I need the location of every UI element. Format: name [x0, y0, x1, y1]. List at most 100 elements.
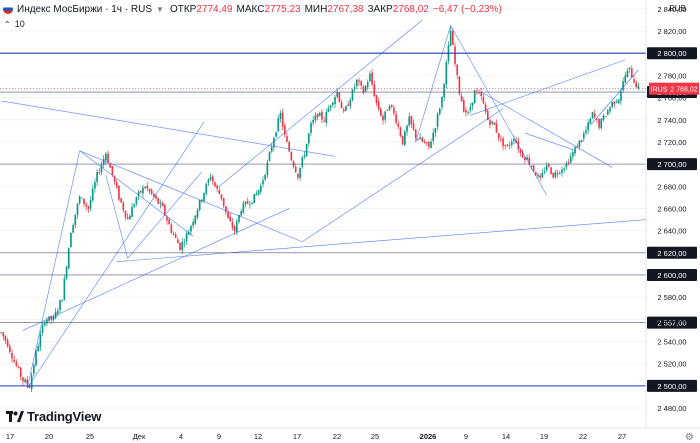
trend-line[interactable] [22, 208, 290, 331]
level-tag [647, 268, 697, 281]
candle-body [235, 221, 238, 233]
trend-line[interactable] [79, 150, 303, 242]
trend-line[interactable] [470, 59, 626, 116]
tradingview-logo[interactable]: TradingView [6, 409, 101, 424]
symbol-title[interactable]: Индекс МосБиржи · 1ч · RUS [17, 3, 153, 15]
currency-unit[interactable]: RUB [669, 4, 686, 13]
trend-line[interactable] [79, 150, 194, 237]
candle-body [467, 111, 469, 113]
candle-body [307, 133, 310, 144]
candle-body [135, 197, 138, 204]
chevron-down-icon[interactable]: ▼ [156, 4, 164, 14]
trend-line[interactable] [219, 19, 423, 187]
gear-icon[interactable]: ⚙ [685, 432, 694, 443]
candle-body [606, 110, 609, 115]
trend-line[interactable] [481, 91, 613, 168]
candle-body [168, 219, 170, 225]
candle-body [565, 163, 568, 168]
candle-body [456, 64, 459, 76]
candle-body [572, 152, 574, 157]
trend-line[interactable] [1, 100, 336, 157]
y-tick-label: 2 560,00 [657, 315, 686, 324]
candle-body [528, 157, 531, 165]
candle-body [491, 121, 493, 124]
candle-body [172, 233, 175, 235]
trend-line[interactable] [450, 25, 547, 196]
plot-area[interactable] [0, 0, 646, 428]
trend-line[interactable] [590, 69, 639, 126]
candle-body [454, 46, 456, 64]
x-tick-label: 12 [254, 432, 262, 441]
candle-body [358, 80, 360, 82]
candle-body [578, 140, 581, 147]
candle-body [626, 70, 629, 77]
candle-body [423, 141, 426, 143]
chevron-up-icon[interactable]: ⌃ [4, 19, 11, 29]
candle-body [480, 92, 483, 96]
candle-body [401, 135, 404, 145]
candle-body [563, 168, 565, 170]
trend-line[interactable] [27, 121, 205, 389]
candle-body [419, 137, 421, 140]
candle-body [81, 197, 83, 199]
candle-body [288, 141, 291, 152]
candle-body [266, 162, 269, 175]
trend-line[interactable] [105, 175, 128, 259]
trend-lines [1, 19, 648, 389]
candle-body [166, 216, 168, 221]
level-tag [647, 246, 697, 259]
indicators-toggle[interactable]: ⌃ 10 [4, 19, 25, 29]
candle-body [521, 152, 524, 158]
y-tick-label: 2 540,00 [657, 338, 686, 347]
price-axis[interactable]: 2 840,00 2 820,00 2 780,00 2 760,00 2 740,00… [657, 5, 686, 413]
indicator-count: 10 [14, 19, 25, 29]
candle-body [43, 322, 46, 326]
trend-line[interactable] [127, 171, 203, 259]
high-label: МАКС [236, 3, 265, 15]
candle-body [526, 157, 528, 160]
candle-body [371, 72, 373, 85]
candle-body [257, 190, 260, 195]
x-tick-label: 25 [86, 432, 94, 441]
time-axis[interactable]: 17 20 25 Дек 4 9 12 17 22 25 2026 9 14 19 22 27 [6, 432, 626, 441]
trend-line[interactable] [415, 25, 451, 143]
candle-body [312, 119, 315, 123]
candle-body [183, 242, 186, 244]
candle-body [205, 184, 208, 194]
y-tick-label: 2 660,00 [657, 204, 686, 213]
brand-name: TradingView [27, 409, 102, 424]
last-price-box [669, 82, 699, 95]
candle-body [524, 157, 526, 160]
trend-line[interactable] [302, 108, 504, 242]
x-tick-label: 9 [217, 432, 221, 441]
candle-body [574, 147, 576, 154]
candle-body [87, 206, 90, 209]
candle-body [153, 193, 155, 197]
candle-body [124, 210, 127, 218]
trend-line[interactable] [524, 132, 573, 150]
candle-body [6, 340, 9, 347]
candle-body [432, 132, 435, 141]
candle-body [94, 182, 96, 189]
trend-line[interactable] [116, 219, 648, 262]
trend-line[interactable] [26, 150, 80, 389]
candle-body [39, 334, 42, 347]
candle-body [262, 180, 264, 185]
candle-body [633, 79, 635, 83]
candle-body [244, 201, 247, 205]
candle-body [548, 164, 550, 167]
candle-body [331, 102, 334, 105]
x-tick-label: 27 [618, 432, 626, 441]
level-tag [647, 379, 697, 392]
candle-body [417, 139, 419, 140]
x-tick-label: 17 [293, 432, 301, 441]
candle-body [78, 196, 81, 204]
candle-body [187, 231, 190, 235]
candle-body [214, 182, 216, 187]
candle-body [399, 127, 402, 137]
y-tick-label: 2 780,00 [657, 71, 686, 80]
candle-body [364, 86, 367, 92]
candle-body [174, 234, 177, 238]
candle-body [65, 266, 68, 279]
